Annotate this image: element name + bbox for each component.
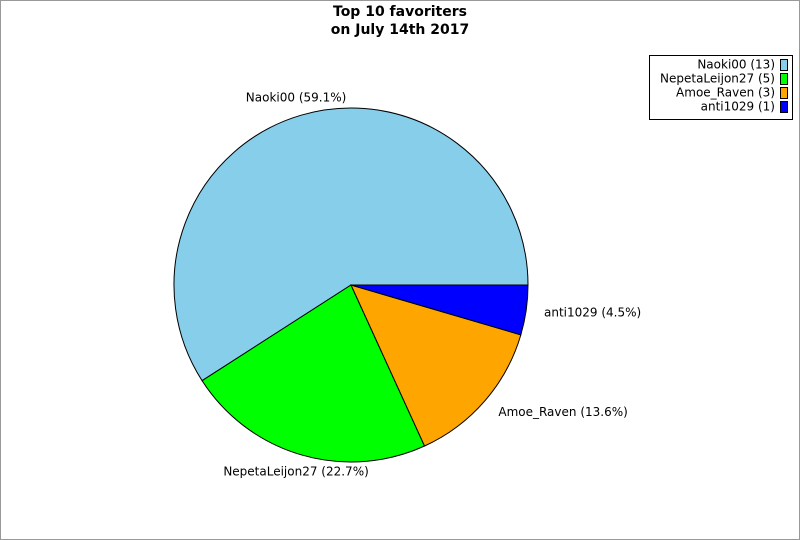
legend-label: Naoki00 (13) — [697, 58, 775, 72]
chart-subtitle: on July 14th 2017 — [331, 22, 469, 38]
legend-label: NepetaLeijon27 (5) — [660, 72, 775, 86]
slice-label: anti1029 (4.5%) — [544, 305, 641, 319]
pie-slice — [201, 284, 426, 463]
slice-label: Naoki00 (59.1%) — [246, 90, 347, 104]
pie-slice — [350, 284, 529, 336]
legend-label: Amoe_Raven (3) — [676, 86, 775, 100]
chart-title: Top 10 favoriters — [333, 4, 467, 20]
legend-label: anti1029 (1) — [701, 100, 775, 114]
legend-swatch — [780, 59, 788, 71]
slice-label: NepetaLeijon27 (22.7%) — [223, 465, 368, 479]
pie-slice — [350, 284, 522, 447]
legend-box — [649, 55, 793, 120]
legend-swatch — [780, 87, 788, 99]
legend-swatch — [780, 73, 788, 85]
pie-slice — [173, 107, 529, 382]
slice-label: Amoe_Raven (13.6%) — [498, 405, 627, 419]
legend-swatch — [780, 101, 788, 113]
